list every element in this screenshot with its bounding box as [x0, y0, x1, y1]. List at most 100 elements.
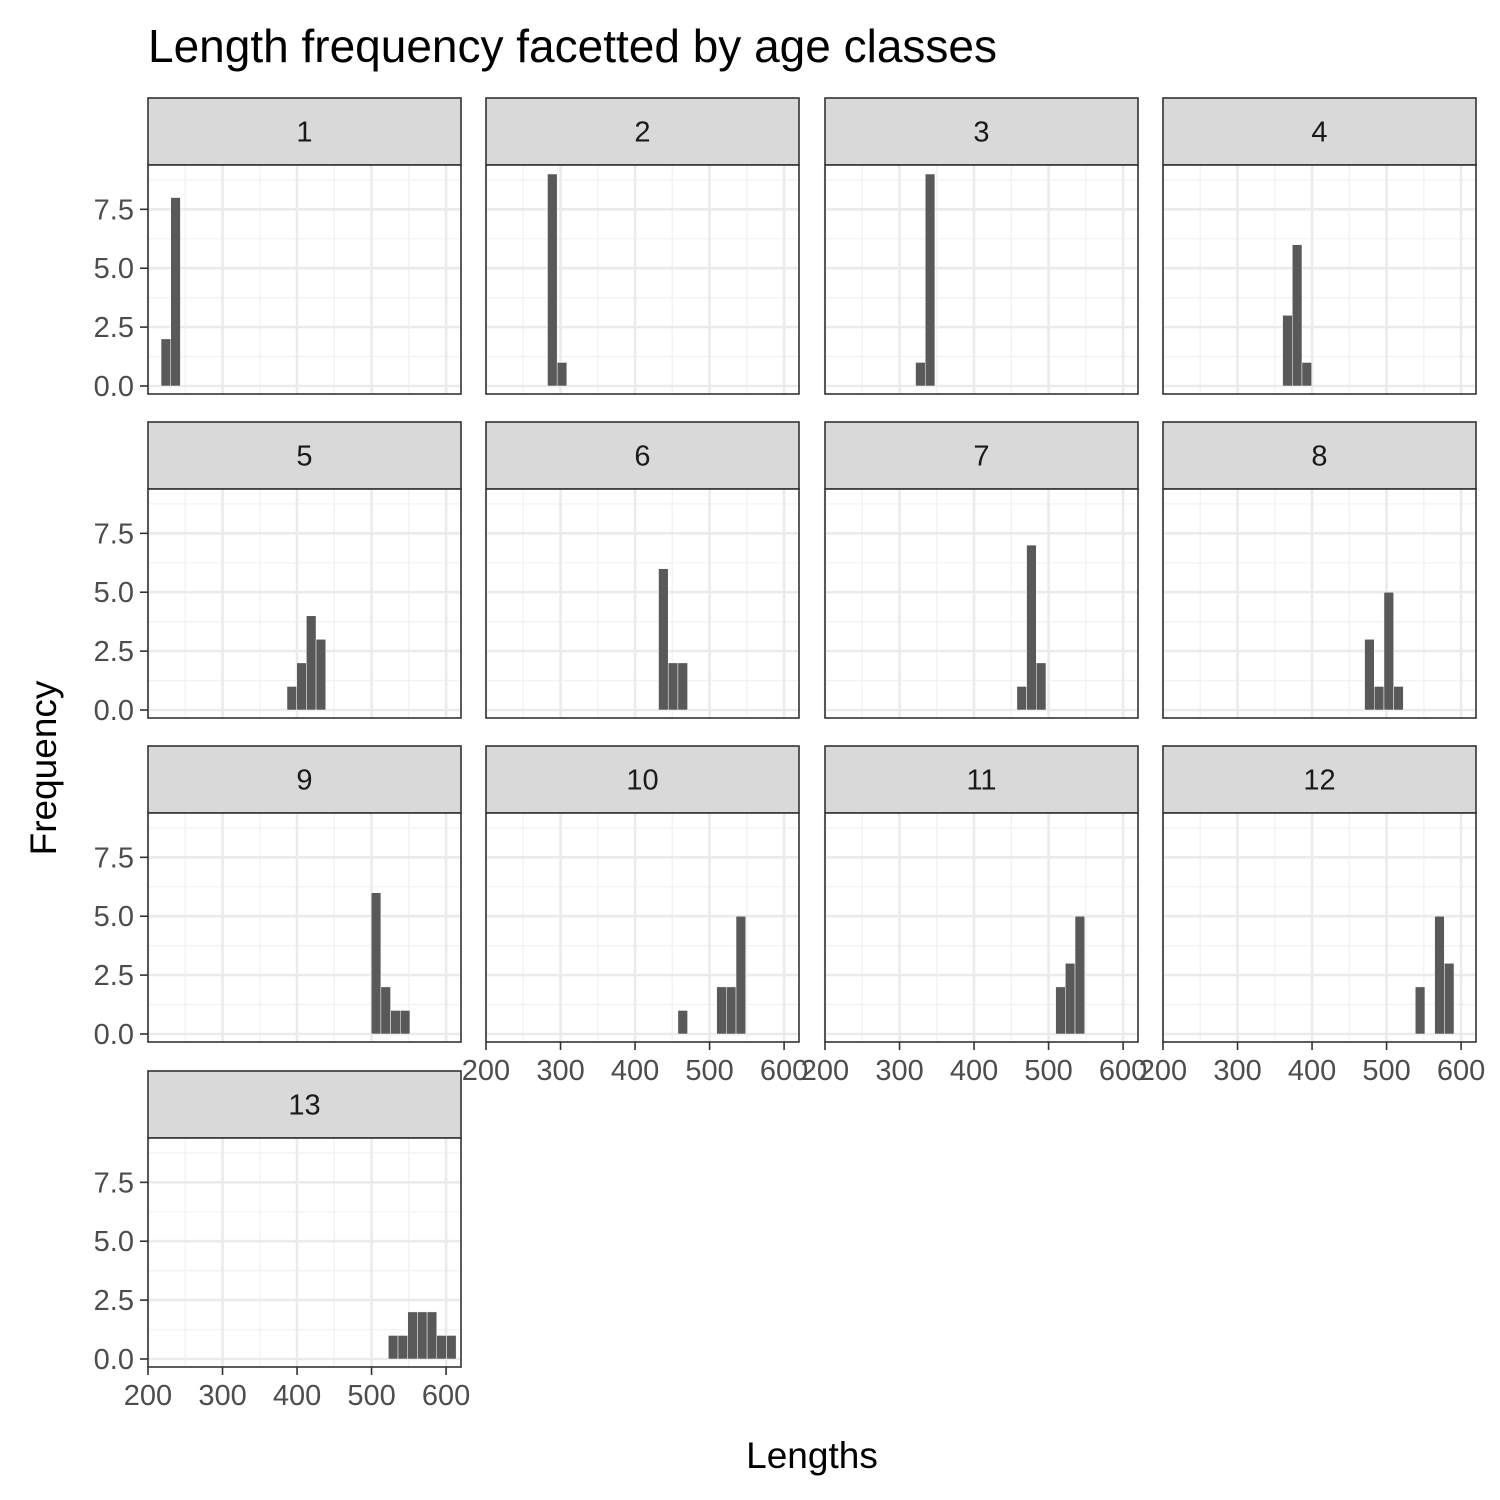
- histogram-bar: [446, 1335, 457, 1360]
- histogram-bar: [370, 892, 382, 1035]
- x-tick-label: 400: [273, 1380, 321, 1412]
- y-tick-label: 5.0: [94, 577, 134, 609]
- x-tick-label: 500: [1362, 1055, 1410, 1087]
- histogram-bar: [1074, 915, 1085, 1035]
- facet-strip: [824, 97, 1139, 166]
- histogram-bar: [1301, 362, 1312, 387]
- histogram-bar: [556, 362, 568, 387]
- x-tick-label: 300: [875, 1055, 923, 1087]
- histogram-bar: [735, 915, 746, 1035]
- histogram-bar: [160, 338, 171, 387]
- facet-strip: [147, 1070, 462, 1139]
- y-tick-label: 7.5: [94, 1167, 134, 1199]
- facet-strip: [485, 97, 800, 166]
- x-tick-label: 500: [347, 1380, 395, 1412]
- histogram-bar: [400, 1010, 411, 1035]
- panel-border: [1162, 164, 1477, 395]
- y-tick-label: 0.0: [94, 695, 134, 727]
- panel-background: [1163, 489, 1476, 718]
- histogram-bar: [1036, 662, 1047, 711]
- facet-panel-9: 9 0.0 2.5 5.0 7.5: [94, 745, 462, 1051]
- facet-strip: [824, 421, 1139, 490]
- y-tick-label: 7.5: [94, 518, 134, 550]
- histogram-bar: [1364, 639, 1375, 711]
- x-tick-label: 200: [124, 1380, 172, 1412]
- facet-strip-label: 6: [634, 441, 650, 473]
- facet-strip-label: 13: [288, 1090, 320, 1122]
- facet-panel-11: 11 200 300 400 500 600: [801, 745, 1147, 1087]
- histogram-bar: [915, 362, 926, 387]
- x-tick-label: 500: [685, 1055, 733, 1087]
- facet-strip-label: 3: [973, 117, 989, 149]
- x-tick-label: 300: [198, 1380, 246, 1412]
- histogram-bar: [306, 615, 317, 711]
- panel-background: [486, 165, 799, 394]
- x-tick-label: 600: [422, 1380, 470, 1412]
- x-tick-label: 400: [950, 1055, 998, 1087]
- facet-strip-label: 5: [296, 441, 312, 473]
- y-tick-label: 2.5: [94, 312, 134, 344]
- panel-background: [486, 489, 799, 718]
- facet-strip-label: 2: [634, 117, 650, 149]
- histogram-bar: [726, 986, 737, 1035]
- y-tick-label: 2.5: [94, 960, 134, 992]
- facet-panel-2: 2: [484, 97, 800, 395]
- facet-strip-label: 11: [966, 765, 996, 797]
- histogram-bar: [407, 1311, 418, 1360]
- histogram-bar: [716, 986, 727, 1035]
- histogram-bar: [397, 1335, 408, 1360]
- panel-border: [824, 812, 1139, 1043]
- panel-border: [147, 1137, 462, 1368]
- panel-background: [825, 165, 1138, 394]
- histogram-bar: [388, 1335, 399, 1360]
- x-tick-label: 500: [1024, 1055, 1072, 1087]
- x-tick-label: 600: [1099, 1055, 1147, 1087]
- histogram-bar: [436, 1335, 447, 1360]
- histogram-bar: [417, 1311, 428, 1360]
- histogram-bar: [170, 197, 181, 387]
- histogram-bar: [1065, 963, 1076, 1035]
- panel-background: [1163, 165, 1476, 394]
- facet-strip-label: 1: [296, 117, 312, 149]
- histogram-bar: [1383, 591, 1394, 711]
- facet-strip: [1162, 421, 1477, 490]
- facet-strip: [824, 745, 1139, 814]
- x-axis-label: Lengths: [746, 1435, 878, 1476]
- histogram-bar: [658, 568, 669, 711]
- y-tick-label: 0.0: [94, 1344, 134, 1376]
- facet-panel-3: 3: [823, 97, 1139, 395]
- y-tick-label: 2.5: [94, 1285, 134, 1317]
- panel-border: [1162, 488, 1477, 719]
- panel-background: [1163, 813, 1476, 1042]
- y-tick-label: 5.0: [94, 253, 134, 285]
- x-tick-label: 300: [536, 1055, 584, 1087]
- histogram-bar: [1444, 963, 1455, 1035]
- facet-panel-6: 6: [484, 421, 800, 719]
- y-tick-label: 0.0: [94, 1019, 134, 1051]
- panel-border: [824, 164, 1139, 395]
- facet-panel-7: 7: [823, 421, 1139, 719]
- panel-border: [147, 488, 462, 719]
- x-tick-label: 400: [611, 1055, 659, 1087]
- facet-strip-label: 7: [973, 441, 989, 473]
- y-tick-label: 7.5: [94, 842, 134, 874]
- panel-border: [485, 812, 800, 1043]
- histogram-bar: [547, 173, 558, 387]
- facet-strip-label: 9: [296, 765, 312, 797]
- y-tick-label: 5.0: [94, 1226, 134, 1258]
- y-tick-label: 0.0: [94, 371, 134, 403]
- histogram-bar: [1434, 915, 1445, 1035]
- facet-panel-5: 5 0.0 2.5 5.0 7.5: [94, 421, 462, 727]
- y-axis-label: Frequency: [23, 680, 64, 855]
- histogram-bar: [286, 686, 297, 711]
- x-tick-label: 400: [1288, 1055, 1336, 1087]
- histogram-bar: [390, 1010, 401, 1035]
- panel-border: [147, 164, 462, 395]
- panel-border: [824, 488, 1139, 719]
- histogram-bar: [1055, 986, 1066, 1035]
- facet-strip: [147, 97, 462, 166]
- panel-background: [825, 489, 1138, 718]
- x-tick-label: 200: [801, 1055, 849, 1087]
- histogram-bar: [677, 1010, 688, 1035]
- x-tick-label: 600: [1437, 1055, 1485, 1087]
